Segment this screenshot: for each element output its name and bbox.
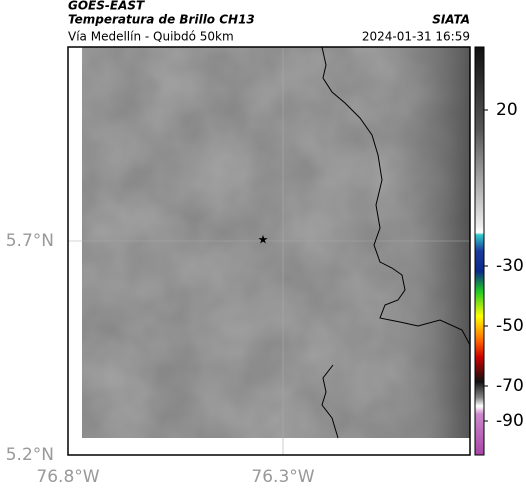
colorbar-tick-label: -50 <box>496 316 524 336</box>
colorbar-scale <box>474 46 485 456</box>
header-datetime: 2024-01-31 16:59 <box>362 30 470 44</box>
lat-tick-label: 5.2°N <box>6 445 54 465</box>
map: ★ 5.7°N 5.2°N 76.8°W 76.3°W <box>6 46 471 487</box>
lon-tick-label: 76.8°W <box>36 467 99 487</box>
map-frame <box>67 46 471 456</box>
cold-region <box>380 47 470 438</box>
border-south <box>321 364 339 439</box>
lat-tick-label: 5.7°N <box>6 231 54 251</box>
header-source: SIATA <box>432 13 470 27</box>
lon-tick-label: 76.3°W <box>251 467 314 487</box>
header-product: Temperatura de Brillo CH13 <box>68 13 255 27</box>
header-route: Vía Medellín - Quibdó 50km <box>68 30 234 44</box>
location-star: ★ <box>258 233 269 247</box>
colorbar-tick-label: -70 <box>496 376 524 396</box>
colorbar-tick-label: 20 <box>496 100 518 120</box>
border <box>321 46 471 346</box>
colorbar-tick-label: -30 <box>496 256 524 276</box>
colorbar: 20 -30 -50 -70 -90 <box>474 46 524 456</box>
header-title: GOES-EAST <box>68 0 145 13</box>
colorbar-tick-label: -90 <box>496 411 524 431</box>
